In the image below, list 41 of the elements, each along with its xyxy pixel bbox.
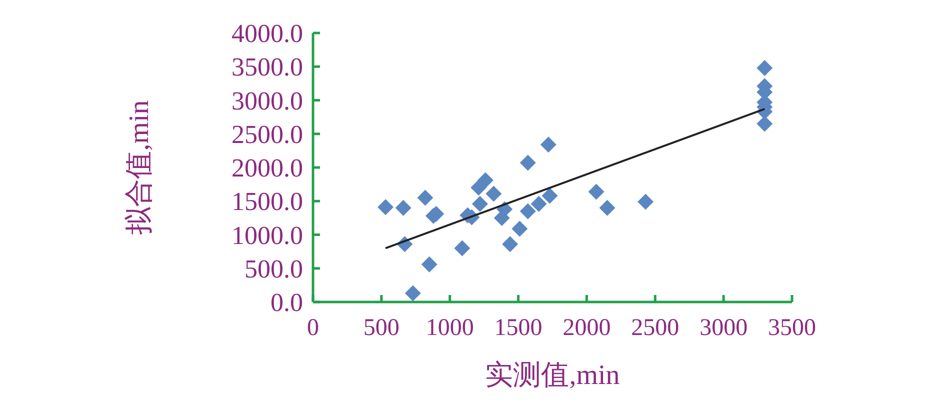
point [502, 236, 518, 252]
point [530, 196, 547, 212]
y-tick-label: 3000.0 [232, 86, 303, 116]
x-tick-label: 1500 [494, 315, 542, 341]
y-tick-label: 0.0 [270, 288, 303, 317]
y-tick-label: 1500.0 [232, 187, 303, 216]
point [756, 60, 773, 76]
point [520, 203, 536, 220]
x-tick-label: 500 [363, 315, 400, 341]
y-tick-label: 2000.0 [232, 154, 303, 182]
point [512, 220, 528, 237]
point [421, 256, 438, 272]
x-tick-label: 3500 [768, 315, 816, 341]
point [486, 186, 502, 202]
point [638, 194, 654, 210]
point [395, 200, 412, 216]
y-tick-label: 2500.0 [232, 120, 303, 149]
point [454, 240, 470, 256]
y-axis-title: 拟合值,min [124, 100, 155, 235]
point [404, 285, 421, 302]
y-tick-label: 500.0 [244, 254, 303, 284]
y-tick-label: 4000.0 [232, 19, 303, 48]
point [378, 199, 394, 216]
point [756, 116, 773, 132]
point [470, 180, 487, 196]
x-axis-title: 实测值,min [485, 360, 620, 391]
x-tick-label: 3000 [700, 315, 748, 341]
point [599, 200, 616, 216]
y-tick-label: 3500.0 [232, 52, 303, 82]
x-tick-label: 2500 [631, 315, 680, 341]
x-tick-label: 0 [307, 315, 319, 341]
point [540, 136, 556, 153]
point [417, 190, 434, 206]
point [588, 184, 604, 200]
point [520, 154, 536, 171]
x-tick-label: 1000 [426, 315, 474, 341]
x-tick-label: 2000 [562, 315, 611, 341]
y-tick-label: 1000.0 [232, 220, 303, 250]
point [472, 196, 488, 212]
point [542, 188, 558, 204]
point [477, 172, 494, 188]
